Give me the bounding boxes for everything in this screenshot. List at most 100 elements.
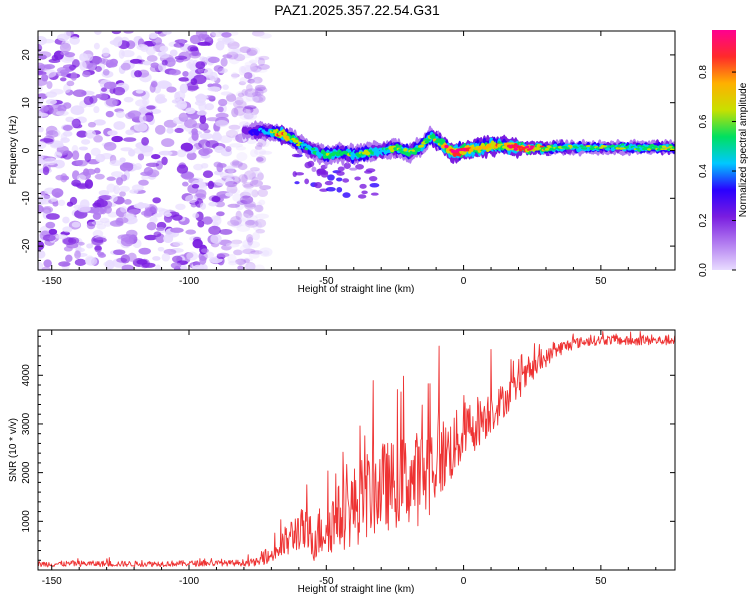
ridge-cell [335, 152, 341, 157]
noise-speckle [71, 59, 80, 68]
noise-speckle [118, 185, 130, 193]
spectrogram-xtick-label: 50 [595, 276, 607, 287]
noise-speckle [41, 38, 55, 44]
noise-speckle [251, 232, 260, 241]
noise-speckle [75, 159, 88, 167]
noise-speckle [51, 188, 64, 198]
noise-speckle [144, 234, 158, 241]
noise-speckle [254, 86, 268, 94]
noise-speckle [212, 131, 221, 141]
noise-speckle [244, 219, 259, 228]
noise-speckle [72, 89, 87, 98]
ridge-scatter [342, 178, 350, 183]
noise-speckle [191, 128, 198, 135]
noise-speckle [243, 183, 254, 189]
snr-xtick-label: -50 [319, 576, 334, 587]
noise-speckle [39, 105, 49, 113]
noise-speckle [202, 216, 213, 225]
ridge-cell [528, 147, 533, 150]
noise-speckle [149, 216, 158, 224]
noise-speckle [218, 239, 232, 246]
noise-speckle [195, 94, 209, 100]
noise-speckle [253, 91, 261, 99]
noise-speckle [46, 81, 53, 89]
noise-speckle [241, 174, 248, 184]
ridge-cell [452, 152, 457, 156]
noise-speckle [176, 149, 187, 158]
noise-speckle [244, 170, 256, 181]
noise-speckle [152, 197, 161, 204]
noise-speckle [252, 47, 261, 55]
spectrogram-content [38, 31, 675, 270]
noise-speckle [113, 184, 120, 195]
noise-speckle [93, 119, 106, 126]
noise-speckle [214, 200, 225, 208]
noise-speckle [258, 33, 272, 39]
noise-speckle [115, 110, 126, 119]
noise-speckle [102, 47, 110, 57]
snr-panel: -150 -100 -50 0 50 1000 2000 3000 4000 Height of… [8, 329, 676, 595]
noise-speckle [191, 184, 200, 189]
noise-speckle [42, 166, 50, 176]
noise-speckle [198, 148, 210, 156]
noise-speckle [249, 59, 258, 64]
noise-speckle [228, 45, 241, 55]
noise-speckle [250, 250, 263, 255]
ridge-cell [661, 145, 667, 148]
noise-speckle [94, 199, 108, 208]
noise-speckle [249, 179, 264, 187]
noise-speckle [251, 171, 259, 179]
noise-speckle [152, 36, 163, 46]
noise-speckle [243, 188, 256, 197]
noise-speckle [247, 78, 255, 84]
noise-speckle [186, 251, 199, 261]
noise-speckle [85, 168, 96, 175]
ridge-cell [582, 147, 588, 150]
noise-speckle [70, 105, 85, 116]
noise-speckle [45, 213, 60, 220]
noise-speckle [220, 91, 233, 96]
noise-speckle [107, 130, 118, 136]
noise-speckle [213, 65, 223, 72]
colorbar-tick-label: 0.0 [698, 263, 709, 277]
snr-ytick-label: 3000 [21, 412, 32, 435]
noise-speckle [65, 254, 73, 263]
noise-speckle [93, 237, 107, 243]
colorbar-gradient [712, 30, 736, 270]
ridge-cell [263, 131, 268, 135]
noise-speckle [98, 252, 106, 258]
noise-speckle [98, 189, 110, 196]
noise-speckle [212, 215, 222, 226]
noise-speckle [110, 194, 118, 202]
noise-speckle [142, 60, 152, 66]
noise-speckle [70, 71, 78, 81]
ridge-cell [357, 154, 362, 158]
noise-speckle [186, 151, 197, 161]
noise-speckle [254, 148, 267, 156]
colorbar-tick-label: 0.6 [698, 114, 709, 128]
ridge-scatter [368, 175, 378, 182]
noise-speckle [257, 138, 267, 147]
noise-speckle [126, 229, 138, 238]
noise-speckle [38, 101, 43, 108]
noise-speckle [240, 64, 254, 75]
noise-speckle [236, 152, 248, 162]
noise-speckle [235, 210, 242, 220]
noise-speckle [244, 88, 259, 98]
ridge-scatter [357, 194, 367, 199]
noise-speckle [178, 112, 189, 122]
noise-speckle [38, 250, 46, 259]
snr-xlabel: Height of straight line (km) [298, 584, 415, 595]
noise-speckle [38, 240, 45, 251]
noise-speckle [93, 105, 100, 114]
noise-speckle [256, 157, 264, 162]
noise-speckle [196, 110, 208, 116]
noise-speckle [69, 196, 78, 205]
ridge-scatter [364, 170, 373, 174]
noise-speckle [166, 86, 177, 93]
noise-speckle [227, 165, 235, 174]
noise-speckle [93, 135, 103, 143]
noise-speckle [232, 48, 242, 59]
noise-speckle [248, 252, 260, 259]
ridge-scatter [359, 183, 367, 189]
